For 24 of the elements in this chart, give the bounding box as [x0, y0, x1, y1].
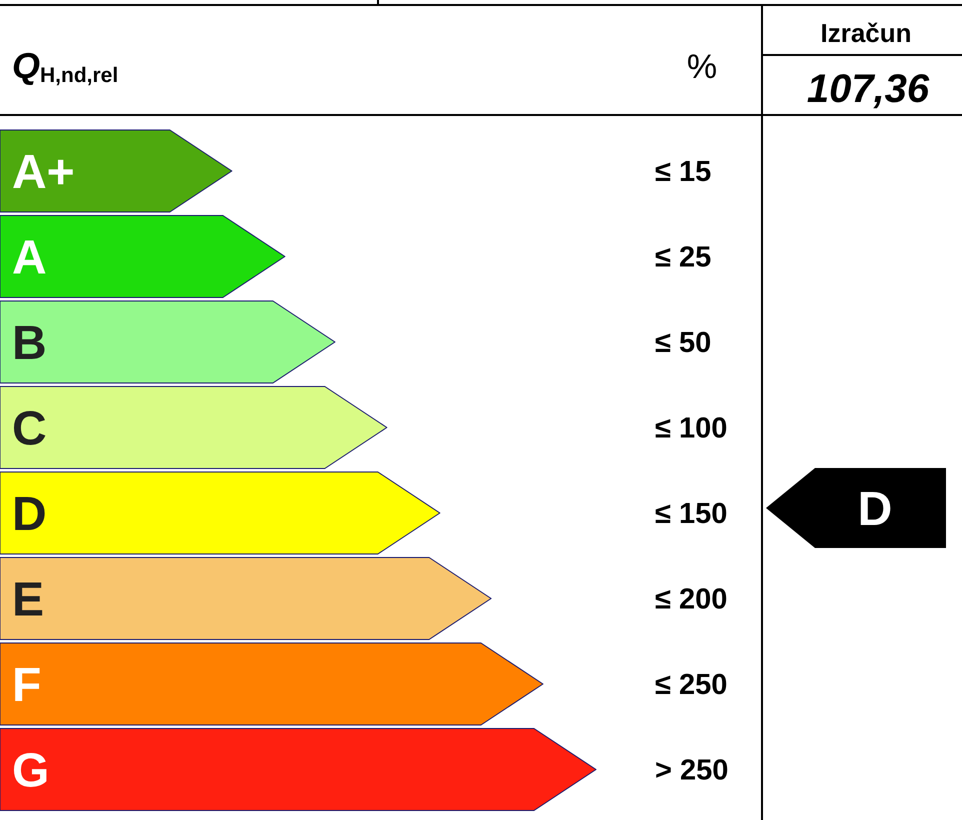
y-tick-label: F [12, 659, 42, 712]
y-tick-label: E [12, 574, 44, 626]
text: ≤ 200 [655, 584, 728, 616]
text: ≤ 250 [655, 669, 728, 701]
text: ≤ 100 [655, 412, 728, 444]
x-axis-title: % [686, 48, 718, 86]
bar [0, 642, 544, 726]
y-tick-label: G [12, 744, 50, 798]
y-tick-label: B [12, 317, 47, 370]
text: 107,36 [806, 67, 930, 111]
text: Izračun [820, 18, 912, 48]
text: ≤ 25 [655, 242, 712, 274]
y-tick-label: C [12, 402, 47, 456]
y-tick-label: D [12, 488, 47, 541]
y-tick-label: A [12, 232, 47, 284]
text: ≤ 15 [655, 156, 712, 188]
text: ≤ 50 [655, 327, 712, 359]
text: ≤ 150 [655, 498, 728, 530]
text: D [858, 483, 892, 536]
text: > 250 [655, 754, 728, 786]
bar [0, 728, 596, 811]
chart-title: Q$_{H,nd,rel}$ [12, 45, 118, 88]
y-tick-label: A+ [12, 146, 75, 199]
bar [0, 557, 492, 640]
